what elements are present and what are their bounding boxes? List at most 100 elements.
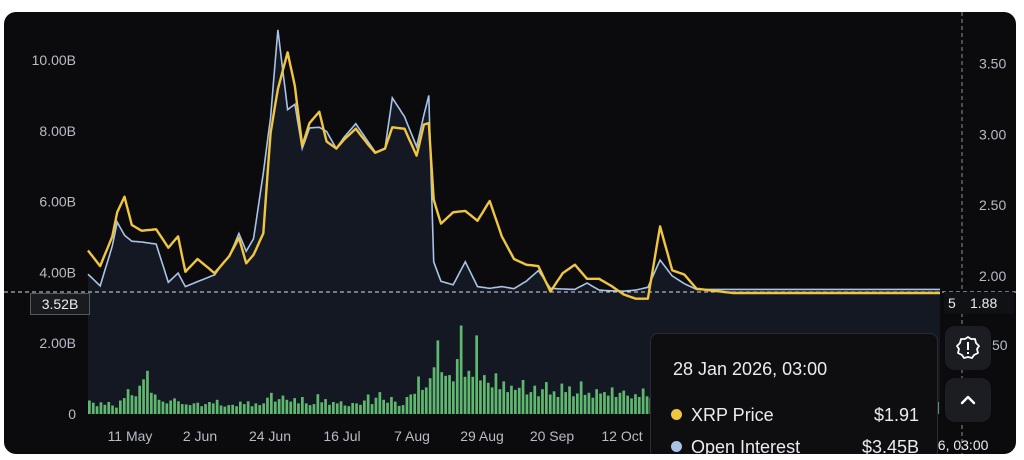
legend-dot-price (671, 409, 682, 420)
volume-bar (471, 376, 475, 414)
volume-bar (382, 399, 385, 414)
volume-bar (177, 401, 180, 414)
volume-bar (374, 397, 378, 414)
volume-bar (126, 389, 130, 414)
volume-bar (359, 404, 362, 414)
y-axis-left-tick: 10.00B (32, 52, 76, 68)
volume-bar (165, 403, 169, 414)
volume-bar (180, 404, 184, 414)
x-axis-tick: 24 Jun (249, 428, 291, 444)
y-axis-right-tick: 2.50 (979, 197, 1006, 213)
volume-bar (161, 401, 165, 414)
volume-bar (494, 373, 498, 414)
crosshair-time-label: 26, 03:00 (930, 437, 989, 453)
volume-bar (587, 392, 591, 414)
crosshair-right-value: 5 1.88 (944, 292, 1014, 314)
volume-bar (273, 401, 277, 414)
volume-bar (568, 386, 571, 414)
volume-bar (572, 396, 575, 414)
volume-bar (351, 403, 354, 414)
volume-bar (227, 405, 231, 414)
tooltip-value-price: $1.91 (873, 405, 919, 425)
scroll-up-button[interactable] (945, 378, 991, 422)
volume-bar (579, 381, 583, 414)
volume-bar (517, 387, 521, 414)
volume-bar (250, 406, 254, 414)
volume-bar (537, 396, 540, 414)
volume-bar (289, 401, 293, 414)
volume-bar (440, 372, 444, 414)
chart-panel: 0 2.00B 4.00B 6.00B 8.00B 10.00B 2.00 2.50 3.00 3… (4, 12, 1016, 454)
volume-bar (424, 387, 428, 414)
volume-bar (122, 398, 126, 414)
tooltip-date: 28 Jan 2026, 03:00 (673, 359, 828, 379)
alert-button[interactable] (945, 326, 991, 370)
chevron-up-icon (960, 395, 976, 405)
volume-bar (293, 398, 296, 414)
volume-bar (366, 394, 370, 414)
volume-bar (541, 389, 544, 414)
volume-bar (486, 382, 490, 414)
volume-bar (95, 406, 99, 414)
volume-bar (223, 406, 227, 414)
volume-bar (107, 402, 111, 414)
legend-dot-open-interest (671, 441, 682, 452)
volume-bar (641, 388, 645, 414)
volume-bar (208, 402, 211, 414)
volume-bar (413, 393, 416, 414)
volume-bar (552, 391, 556, 414)
volume-bar (188, 405, 192, 414)
volume-bar (262, 403, 265, 414)
y-axis-right-tick: 3.00 (979, 126, 1006, 142)
volume-bar (459, 325, 463, 414)
x-axis-tick: 12 Oct (601, 428, 642, 444)
volume-bar (506, 392, 509, 414)
y-axis-left-tick: 6.00B (39, 194, 76, 210)
crosshair-right-label: 1.88 (970, 295, 998, 311)
volume-bar (332, 402, 335, 414)
volume-bar (490, 387, 494, 414)
volume-bar (556, 397, 560, 414)
volume-bar (301, 397, 304, 414)
volume-bar (630, 398, 633, 414)
volume-bar (378, 392, 382, 414)
volume-bar (475, 335, 478, 414)
volume-bar (583, 394, 587, 414)
volume-bar (401, 405, 405, 414)
tooltip-value-open-interest: $3.45B (861, 437, 919, 454)
volume-bar (614, 397, 618, 414)
volume-bar (363, 400, 366, 414)
volume-bar (91, 402, 95, 414)
volume-bar (304, 403, 308, 414)
volume-bar (521, 380, 525, 414)
volume-bar (455, 359, 459, 414)
volume-bar (277, 399, 281, 414)
x-axis-tick: 16 Jul (323, 428, 360, 444)
volume-bar (134, 396, 138, 414)
volume-bar (448, 375, 451, 414)
volume-bar (88, 400, 91, 414)
volume-bar (645, 396, 649, 414)
volume-bar (308, 405, 312, 414)
volume-bar (215, 399, 219, 414)
volume-bar (285, 399, 289, 414)
volume-bar (463, 376, 467, 414)
x-axis-tick: 2 Jun (183, 428, 217, 444)
volume-bar (150, 392, 153, 414)
volume-bar (343, 405, 347, 414)
volume-bar (591, 397, 595, 414)
y-axis-left-tick: 0 (68, 406, 76, 422)
volume-bar (637, 397, 641, 414)
open-interest-line (87, 29, 940, 293)
volume-bar (498, 389, 502, 414)
volume-bar (184, 404, 188, 414)
x-axis-tick: 11 May (108, 428, 153, 444)
volume-bar (130, 395, 134, 414)
volume-bar (529, 392, 533, 414)
volume-bar (405, 397, 409, 414)
volume-bar (281, 395, 285, 414)
volume-bar (254, 403, 258, 414)
volume-bar (320, 402, 324, 414)
volume-bar (312, 404, 316, 414)
volume-bar (393, 401, 397, 414)
